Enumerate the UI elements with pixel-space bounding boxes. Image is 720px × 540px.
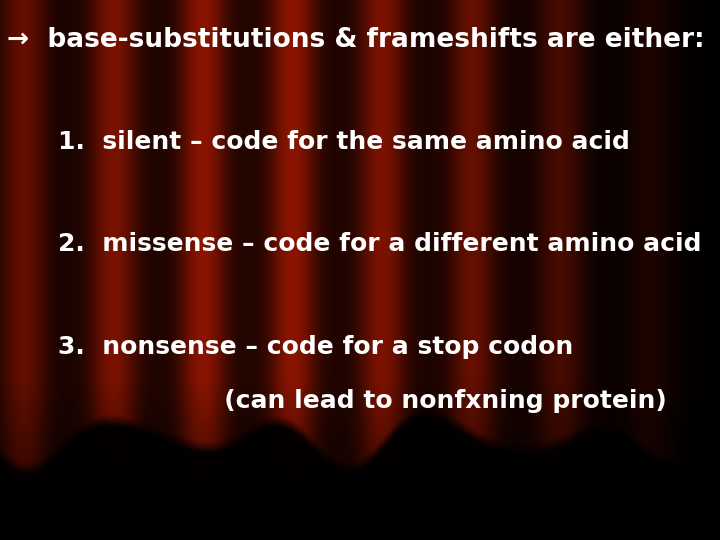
Text: →  base-substitutions & frameshifts are either:: → base-substitutions & frameshifts are e… [7,27,705,53]
Text: 2.  missense – code for a different amino acid: 2. missense – code for a different amino… [58,232,701,256]
Text: (can lead to nonfxning protein): (can lead to nonfxning protein) [58,389,666,413]
Text: 3.  nonsense – code for a stop codon: 3. nonsense – code for a stop codon [58,335,573,359]
Text: 1.  silent – code for the same amino acid: 1. silent – code for the same amino acid [58,130,629,153]
